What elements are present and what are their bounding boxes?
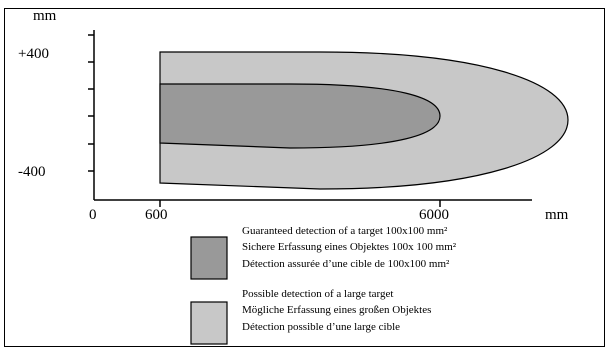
x-tick-label-6000: 6000 [419,207,449,223]
legend-swatch-guaranteed [190,236,228,280]
guaranteed-detection-zone [159,83,441,149]
x-tick-label-600: 600 [145,207,168,223]
x-axis-unit-label: mm [545,207,569,223]
y-axis-unit-label: mm [33,8,57,24]
x-axis-ticks [159,200,441,207]
legend-possible-line-de: Mögliche Erfassung eines großen Objektes [242,304,431,316]
legend-swatch-possible [190,301,228,345]
x-tick-label-0: 0 [89,207,97,223]
figure-frame [4,8,605,347]
y-tick-label-plus-400: +400 [18,46,49,62]
y-tick-label-minus-400: -400 [18,164,46,180]
legend-guaranteed-line-fr: Détection assurée d’une cible de 100x100… [242,258,450,270]
legend-possible-line-en: Possible detection of a large target [242,288,393,300]
legend-guaranteed-line-de: Sichere Erfassung eines Objektes 100x 10… [242,241,457,253]
legend-possible-line-fr: Détection possible d’une large cible [242,321,400,333]
legend-guaranteed-line-en: Guaranteed detection of a target 100x100… [242,225,448,237]
y-axis-ticks [88,34,94,172]
